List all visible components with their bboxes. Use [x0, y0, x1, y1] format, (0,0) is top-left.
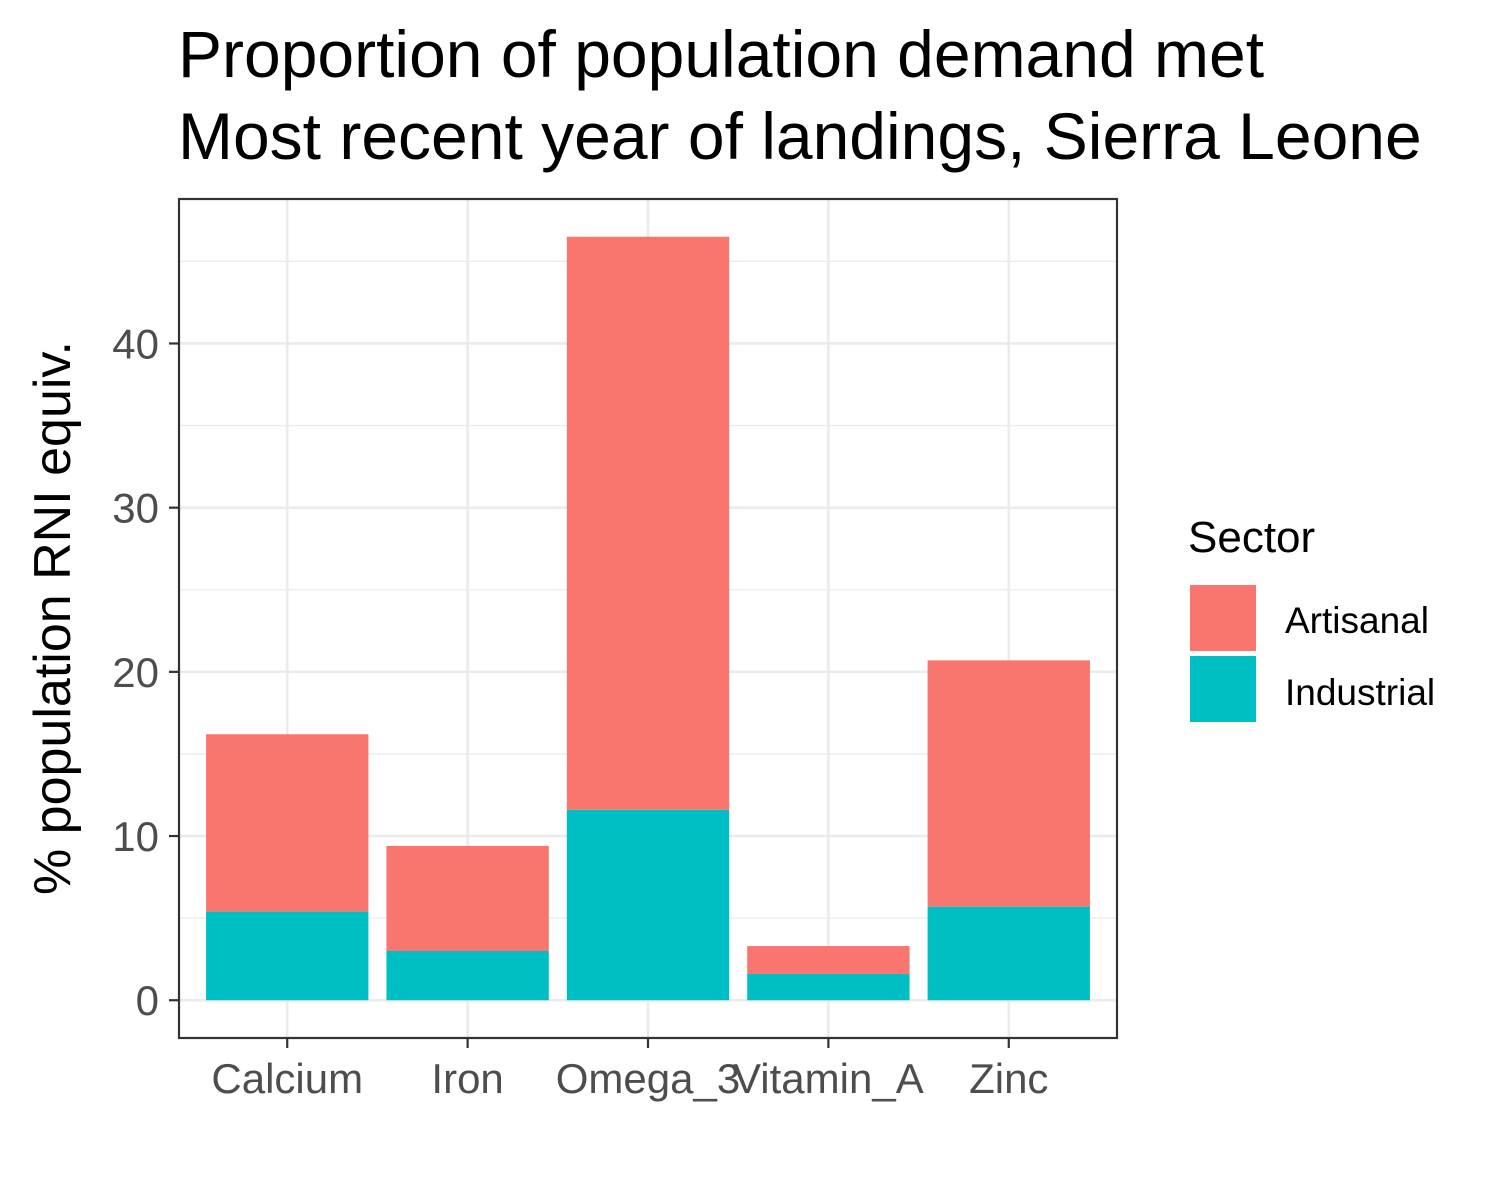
y-tick-label: 10: [112, 813, 159, 860]
bar-vitamin-a-artisanal: [747, 946, 910, 974]
chart-subtitle-line: Most recent year of landings, Sierra Leo…: [178, 99, 1422, 173]
y-tick-label: 40: [112, 320, 159, 367]
x-tick-label: Vitamin_A: [733, 1055, 924, 1102]
bar-vitamin-a-industrial: [747, 973, 910, 1001]
bars: [206, 236, 1090, 1001]
x-tick-label: Zinc: [969, 1055, 1048, 1102]
bar-iron-artisanal: [386, 845, 549, 951]
legend-label-artisanal: Artisanal: [1285, 600, 1429, 641]
chart-title-line: Proportion of population demand met: [178, 17, 1264, 91]
bar-omega-3-artisanal: [566, 236, 730, 810]
legend: Sector Artisanal Industrial: [1188, 513, 1435, 722]
x-tick-label: Omega_3: [556, 1055, 740, 1102]
bar-zinc-industrial: [927, 906, 1090, 1001]
y-tick-label: 0: [136, 977, 159, 1024]
bar-omega-3-industrial: [566, 809, 730, 1001]
legend-swatch-artisanal: [1190, 585, 1256, 651]
y-tick-label: 20: [112, 649, 159, 696]
chart-title: Proportion of population demand met Most…: [178, 17, 1422, 173]
legend-title: Sector: [1188, 513, 1315, 562]
bar-zinc-artisanal: [927, 660, 1090, 907]
legend-swatch-industrial: [1190, 656, 1256, 722]
y-axis-label: % population RNI equiv.: [24, 341, 82, 895]
x-tick-label: Iron: [431, 1055, 503, 1102]
x-tick-label: Calcium: [211, 1055, 363, 1102]
bar-calcium-industrial: [206, 911, 369, 1001]
y-tick-label: 30: [112, 485, 159, 532]
legend-label-industrial: Industrial: [1285, 672, 1435, 713]
bar-iron-industrial: [386, 950, 549, 1001]
bar-calcium-artisanal: [206, 734, 369, 912]
